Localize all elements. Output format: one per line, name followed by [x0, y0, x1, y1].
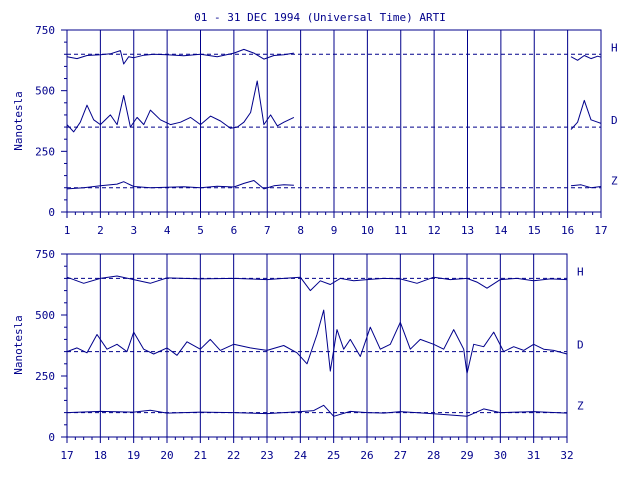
x-tick-label: 24: [294, 449, 308, 462]
x-tick-label: 29: [460, 449, 473, 462]
x-tick-label: 17: [60, 449, 73, 462]
x-tick-label: 23: [260, 449, 273, 462]
x-tick-label: 16: [561, 224, 574, 237]
component-label-h: H: [611, 41, 618, 54]
x-tick-label: 21: [194, 449, 207, 462]
y-tick-label: 500: [35, 309, 55, 322]
y-axis-label-top: Nanotesla: [12, 91, 25, 151]
x-tick-label: 14: [494, 224, 508, 237]
x-tick-label: 19: [127, 449, 140, 462]
x-tick-label: 17: [594, 224, 607, 237]
component-label-h: H: [577, 265, 584, 278]
trace-d: [66, 309, 568, 375]
x-tick-label: 4: [164, 224, 171, 237]
x-tick-label: 18: [94, 449, 107, 462]
trace-z: [66, 180, 294, 190]
x-tick-label: 9: [331, 224, 338, 237]
x-tick-label: 15: [528, 224, 541, 237]
x-tick-label: 30: [494, 449, 507, 462]
x-tick-label: 2: [97, 224, 104, 237]
y-tick-label: 0: [48, 206, 55, 219]
y-tick-label: 0: [48, 431, 55, 444]
x-tick-label: 3: [130, 224, 137, 237]
y-tick-label: 250: [35, 370, 55, 383]
chart-panel-bottom: 17 18 19 20 21 22 23 24 25 26 27 28 29 30 31 32 0 250 500 7…: [35, 248, 584, 462]
y-tick-label: 500: [35, 85, 55, 98]
y-tick-label: 750: [35, 24, 55, 37]
trace-h: [66, 275, 568, 292]
x-tick-label: 11: [394, 224, 407, 237]
x-tick-label: 13: [461, 224, 474, 237]
trace-z: [66, 404, 568, 417]
x-tick-label: 25: [327, 449, 340, 462]
component-label-z: Z: [577, 400, 584, 413]
x-tick-label: 20: [160, 449, 173, 462]
x-tick-label: 10: [361, 224, 374, 237]
component-label-d: D: [611, 114, 618, 127]
x-tick-label: 6: [231, 224, 238, 237]
chart-title: 01 - 31 DEC 1994 (Universal Time) ARTI: [194, 11, 446, 24]
component-label-d: D: [577, 339, 584, 352]
x-tick-label: 1: [64, 224, 71, 237]
y-axis-label-bottom: Nanotesla: [12, 315, 25, 375]
y-tick-label: 750: [35, 248, 55, 261]
x-tick-label: 12: [428, 224, 441, 237]
trace-h: [570, 55, 602, 61]
x-tick-label: 32: [560, 449, 573, 462]
x-tick-label: 22: [227, 449, 240, 462]
y-tick-label: 250: [35, 145, 55, 158]
x-tick-label: 31: [527, 449, 540, 462]
trace-h: [66, 48, 294, 65]
x-tick-label: 5: [197, 224, 204, 237]
x-tick-label: 28: [427, 449, 440, 462]
trace-d: [570, 99, 602, 130]
trace-d: [66, 80, 295, 133]
x-tick-label: 7: [264, 224, 271, 237]
x-tick-label: 26: [360, 449, 373, 462]
component-label-z: Z: [611, 175, 618, 188]
trace-z: [570, 184, 602, 189]
x-tick-label: 27: [394, 449, 407, 462]
x-tick-label: 8: [297, 224, 304, 237]
